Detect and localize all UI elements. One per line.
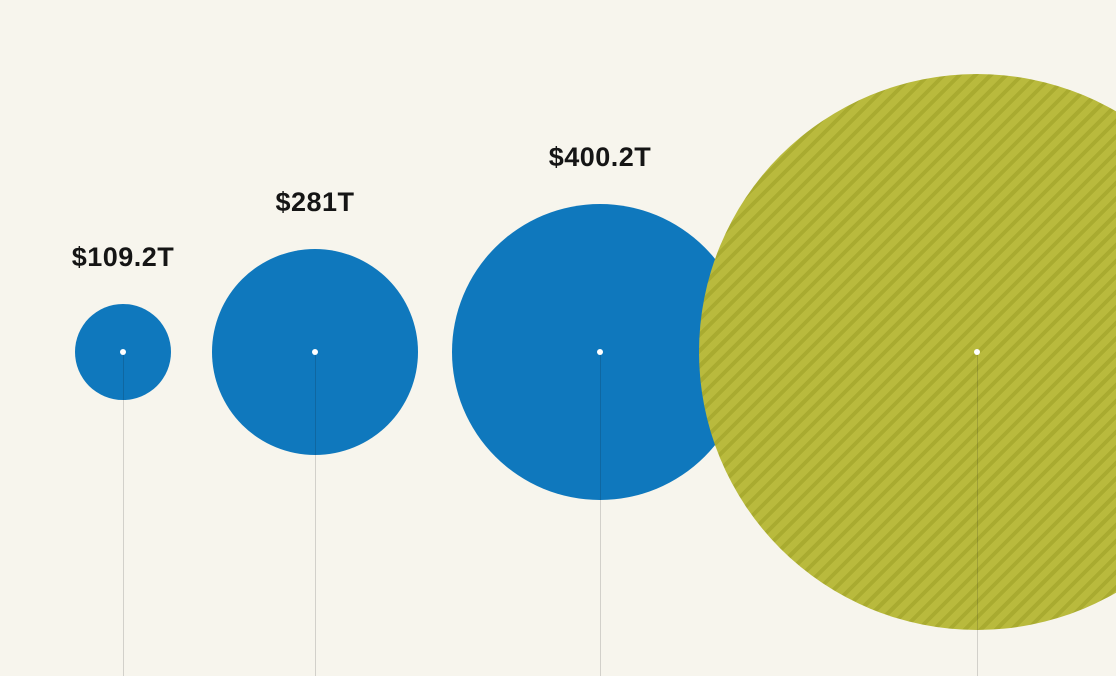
bubble-center-dot xyxy=(597,349,603,355)
bubble-label: $400.2T xyxy=(548,142,652,172)
bubble-center-dot xyxy=(120,349,126,355)
bubble-stem xyxy=(599,352,601,676)
bubble-stem xyxy=(976,352,978,676)
bubble-label: $109.2T xyxy=(71,242,175,272)
bubble-stem xyxy=(122,352,124,676)
bubble-center-dot xyxy=(312,349,318,355)
bubble xyxy=(699,74,1116,630)
bubble-label: $281T xyxy=(275,187,355,217)
bubble-center-dot xyxy=(974,349,980,355)
bubble-stem xyxy=(314,352,316,676)
